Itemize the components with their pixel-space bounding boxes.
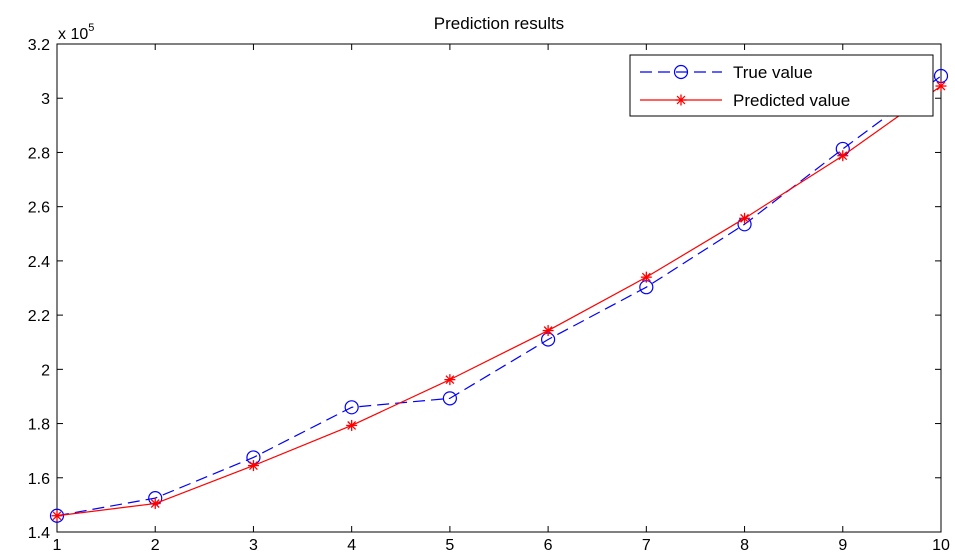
y-multiplier-label: x 105 [58, 22, 94, 43]
series-line-2 [56, 85, 942, 517]
series-2-point [346, 419, 358, 431]
y-tick-label: 2 [41, 362, 50, 379]
series-2-point [51, 510, 63, 522]
series-1-point [49, 508, 65, 523]
legend: True value Predicted value [629, 54, 934, 117]
data-series [49, 68, 949, 523]
axis-ticks: 1 2 3 4 5 6 7 8 9 10 1.4 1.6 1.8 2 2.2 2.4 2.6 2.8 3 3.2 [28, 37, 950, 554]
y-tick-label: 2.4 [28, 254, 50, 271]
series-2-point [935, 80, 947, 92]
series-1-point [442, 391, 457, 406]
y-tick-label: 1.6 [28, 471, 50, 488]
legend-marker-2 [675, 94, 687, 106]
legend-label-1: True value [733, 63, 813, 82]
chart-title: Prediction results [434, 14, 564, 33]
legend-label-2: Predicted value [733, 91, 850, 110]
series-2-point [444, 374, 456, 386]
plot-area [56, 43, 942, 533]
y-tick-label: 1.8 [28, 417, 50, 434]
x-tick-label: 5 [445, 537, 454, 554]
y-tick-label: 3.2 [28, 37, 50, 54]
series-1-point [344, 400, 359, 415]
y-tick-label: 1.4 [28, 525, 50, 542]
y-tick-label: 2.6 [28, 200, 50, 217]
series-2-point [542, 325, 554, 337]
x-tick-label: 1 [53, 537, 62, 554]
y-multiplier-base: x 10 [58, 26, 88, 43]
series-2-point [149, 498, 161, 510]
x-tick-label: 6 [544, 537, 553, 554]
x-tick-label: 9 [838, 537, 847, 554]
x-tick-label: 7 [642, 537, 651, 554]
x-tick-label: 2 [151, 537, 160, 554]
x-tick-label: 3 [249, 537, 258, 554]
x-tick-label: 8 [740, 537, 749, 554]
legend-marker-1 [673, 64, 689, 80]
series-2-point [247, 460, 259, 472]
y-tick-label: 2.2 [28, 308, 50, 325]
x-tick-label: 10 [932, 537, 950, 554]
series-2-point [837, 150, 849, 162]
y-multiplier-exponent: 5 [88, 22, 94, 34]
x-tick-label: 4 [347, 537, 356, 554]
y-tick-label: 2.8 [28, 145, 50, 162]
y-tick-label: 3 [41, 91, 50, 108]
series-2-point [640, 271, 652, 283]
series-2-point [739, 212, 751, 224]
